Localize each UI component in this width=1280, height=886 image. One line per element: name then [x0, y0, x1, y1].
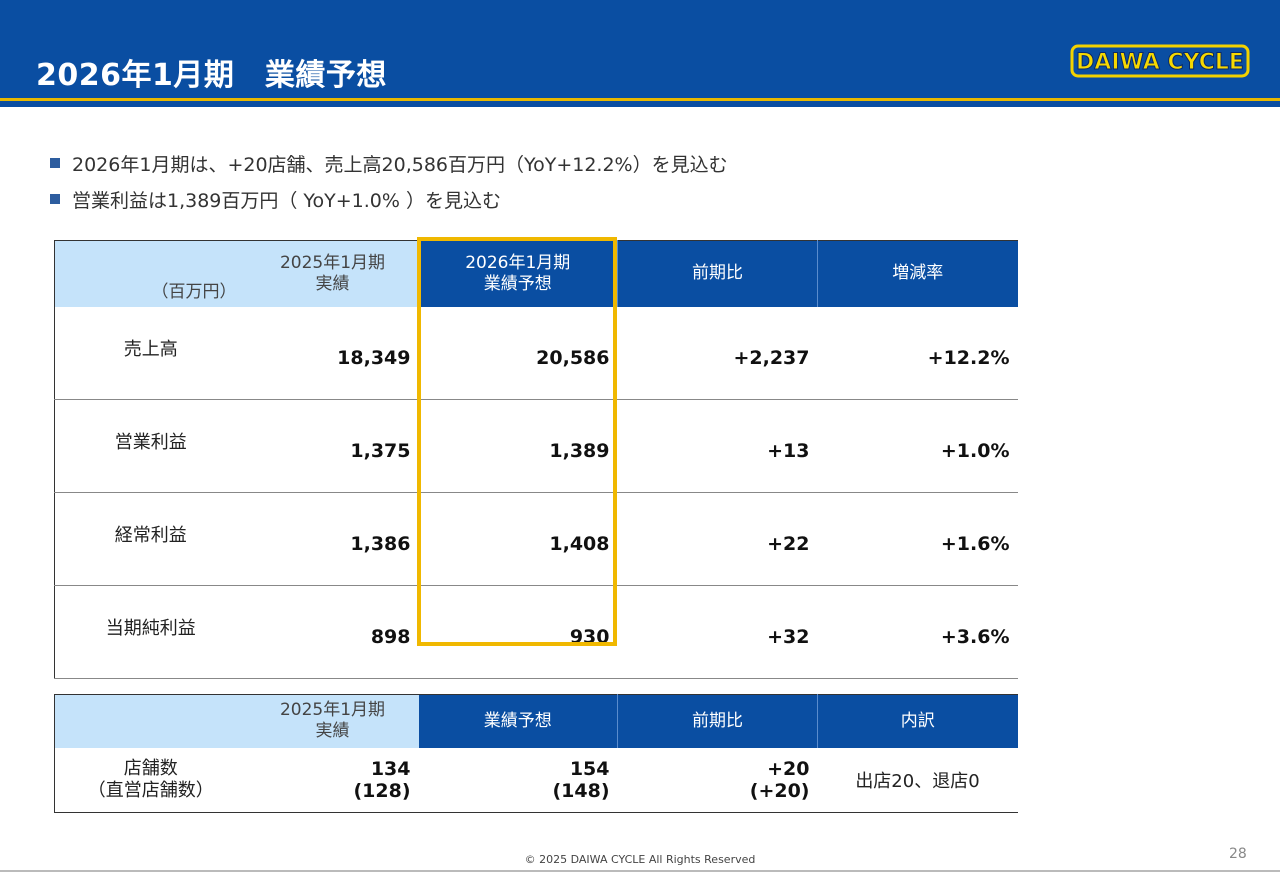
copyright-footer: © 2025 DAIWA CYCLE All Rights Reserved — [524, 853, 756, 866]
bullet-item: 2026年1月期は、+20店舗、売上高20,586百万円（YoY+12.2%）を… — [50, 145, 728, 181]
cell-value: +1.0% — [817, 399, 1018, 493]
row-label: 営業利益 — [54, 399, 247, 493]
daiwa-cycle-logo: DAIWA CYCLE — [1070, 44, 1250, 78]
cell-value: +12.2% — [817, 306, 1018, 400]
col-header-forecast: 業績予想 — [418, 694, 618, 748]
cell-value: +22 — [617, 492, 818, 586]
cell-value: +20 (+20) — [617, 747, 818, 813]
logo-text: DAIWA CYCLE — [1076, 50, 1244, 75]
row-label: 経常利益 — [54, 492, 247, 586]
cell-value: 134 (128) — [246, 747, 419, 813]
bullet-square-icon — [50, 158, 60, 168]
col-header-prev-actual: 2025年1月期 実績 — [246, 240, 419, 307]
table-row: 売上高 18,349 20,586 +2,237 +12.2% — [54, 306, 1018, 400]
row-label: 店舗数 （直営店舗数） — [54, 747, 247, 813]
row-label-text: 店舗数 （直営店舗数） — [87, 757, 214, 801]
cell-value-text: 154 (148) — [552, 757, 610, 802]
header-accent-line — [0, 98, 1280, 101]
table-row: 営業利益 1,375 1,389 +13 +1.0% — [54, 399, 1018, 493]
table-row: 経常利益 1,386 1,408 +22 +1.6% — [54, 492, 1018, 586]
cell-value-text: 134 (128) — [353, 757, 411, 802]
breakdown-value: 出店20、退店0 — [817, 747, 1018, 813]
unit-label: （百万円） — [54, 240, 247, 307]
table-row: 店舗数 （直営店舗数） 134 (128) 154 (148) +20 (+20… — [54, 747, 1018, 813]
cell-value: 20,586 — [418, 306, 618, 400]
cell-value: +3.6% — [817, 585, 1018, 679]
store-count-table: 2025年1月期 実績 業績予想 前期比 内訳 店舗数 （直営店舗数） 134 … — [54, 694, 1018, 813]
cell-value: +13 — [617, 399, 818, 493]
header-underline — [0, 101, 1280, 107]
col-header-text: 2026年1月期 業績予想 — [465, 252, 571, 294]
bullet-text: 2026年1月期は、+20店舗、売上高20,586百万円（YoY+12.2%）を… — [72, 153, 728, 176]
bullet-text: 営業利益は1,389百万円（ YoY+1.0% ）を見込む — [72, 189, 501, 212]
cell-value: 1,386 — [246, 492, 419, 586]
row-label: 当期純利益 — [54, 585, 247, 679]
col-header-text: 2025年1月期 実績 — [279, 252, 386, 294]
summary-bullets: 2026年1月期は、+20店舗、売上高20,586百万円（YoY+12.2%）を… — [50, 145, 728, 217]
col-header-yoy-diff: 前期比 — [617, 240, 818, 307]
cell-value: 1,375 — [246, 399, 419, 493]
row-label: 売上高 — [54, 306, 247, 400]
cell-value: 154 (148) — [418, 747, 618, 813]
cell-value: 898 — [246, 585, 419, 679]
col-header-forecast: 2026年1月期 業績予想 — [418, 240, 618, 307]
footer-divider — [0, 870, 1280, 872]
cell-value: +2,237 — [617, 306, 818, 400]
col-header-change-rate: 増減率 — [817, 240, 1018, 307]
cell-value: +1.6% — [817, 492, 1018, 586]
table-row: 当期純利益 898 930 +32 +3.6% — [54, 585, 1018, 679]
cell-value: +32 — [617, 585, 818, 679]
col-header-prev-actual: 2025年1月期 実績 — [246, 694, 419, 748]
cell-value: 1,389 — [418, 399, 618, 493]
col-header-text: 2025年1月期 実績 — [279, 700, 386, 742]
col-header-yoy-diff: 前期比 — [617, 694, 818, 748]
cell-value-text: +20 (+20) — [749, 757, 810, 802]
forecast-table: （百万円） 2025年1月期 実績 2026年1月期 業績予想 前期比 増減率 … — [54, 240, 1018, 679]
header-bar — [0, 0, 1280, 98]
cell-value: 930 — [418, 585, 618, 679]
col-header-breakdown: 内訳 — [817, 694, 1018, 748]
page-title: 2026年1月期 業績予想 — [36, 58, 387, 93]
bullet-square-icon — [50, 194, 60, 204]
empty-header-cell — [54, 694, 247, 748]
cell-value: 18,349 — [246, 306, 419, 400]
bullet-item: 営業利益は1,389百万円（ YoY+1.0% ）を見込む — [50, 181, 728, 217]
cell-value: 1,408 — [418, 492, 618, 586]
page-number: 28 — [1229, 846, 1247, 862]
